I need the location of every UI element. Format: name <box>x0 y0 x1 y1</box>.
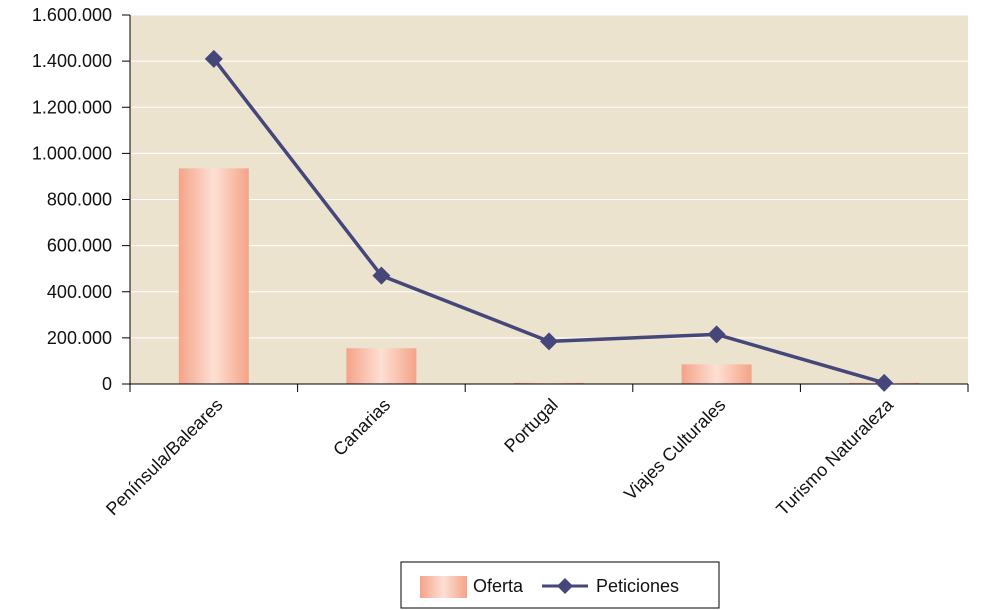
line-point-marker <box>875 373 894 392</box>
bar-series-oferta <box>178 168 920 384</box>
y-tick-label: 200.000 <box>47 328 112 348</box>
y-tick-label: 1.200.000 <box>32 97 112 117</box>
bar <box>681 364 752 384</box>
line-point-marker <box>204 49 223 68</box>
y-tick-label: 1.000.000 <box>32 143 112 163</box>
x-category-label: Turismo Naturaleza <box>772 394 897 519</box>
legend-label-oferta: Oferta <box>473 576 524 596</box>
y-tick-label: 1.400.000 <box>32 51 112 71</box>
y-tick-label: 600.000 <box>47 236 112 256</box>
bar <box>514 382 584 384</box>
line-point-marker <box>540 332 558 351</box>
legend-marker-peticiones <box>557 578 573 594</box>
y-tick-label: 0 <box>102 374 112 394</box>
legend-swatch-oferta <box>420 576 467 598</box>
y-tick-label: 1.600.000 <box>32 5 112 25</box>
x-axis-labels: Península/Baleares Canarias Portugal Viajes… <box>102 394 898 519</box>
y-axis-ticks: 0 200.000 400.000 600.000 800.000 1.000.000 1.… <box>32 5 130 394</box>
legend-label-peticiones: Peticiones <box>596 576 679 596</box>
gridlines <box>130 14 968 339</box>
legend: Oferta Peticiones <box>400 561 720 609</box>
y-tick-label: 400.000 <box>47 282 112 302</box>
x-category-label: Portugal <box>500 395 562 457</box>
y-tick-label: 800.000 <box>47 190 112 210</box>
x-category-label: Viajes Culturales <box>620 395 729 504</box>
bar <box>178 168 249 384</box>
line-point-marker <box>372 266 391 285</box>
x-category-label: Canarias <box>329 395 394 460</box>
line-point-marker <box>707 325 726 344</box>
bar <box>346 348 417 384</box>
x-category-label: Península/Baleares <box>102 395 227 520</box>
line-series-peticiones <box>204 49 894 392</box>
